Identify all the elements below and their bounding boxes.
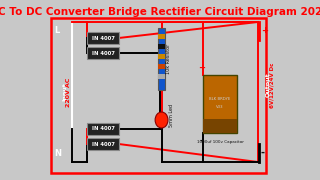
Text: 6V/12V/24V Dc: 6V/12V/24V Dc bbox=[270, 62, 275, 108]
Bar bbox=[203, 119, 237, 133]
Bar bbox=[51, 18, 267, 173]
Text: V33: V33 bbox=[216, 105, 224, 109]
Text: L: L bbox=[55, 26, 60, 35]
Text: 10k Resistor: 10k Resistor bbox=[166, 44, 171, 74]
Bar bbox=[158, 54, 165, 59]
Text: Output: Output bbox=[265, 73, 270, 97]
Text: 1000uf 100v Capacitor: 1000uf 100v Capacitor bbox=[196, 140, 244, 144]
Bar bbox=[158, 28, 165, 90]
Text: 220V AC: 220V AC bbox=[66, 77, 70, 107]
Bar bbox=[158, 44, 165, 49]
Text: +: + bbox=[198, 63, 205, 72]
Text: +: + bbox=[261, 26, 268, 35]
Text: -: - bbox=[261, 148, 265, 158]
Bar bbox=[158, 34, 165, 39]
Text: AC To DC Converter Bridge Rectifier Circuit Diagram 2024: AC To DC Converter Bridge Rectifier Circ… bbox=[0, 7, 320, 17]
Text: IN 4007: IN 4007 bbox=[92, 127, 115, 132]
Text: 5mm Led: 5mm Led bbox=[169, 103, 174, 127]
Bar bbox=[87, 47, 119, 59]
Ellipse shape bbox=[155, 112, 168, 128]
Bar bbox=[87, 138, 119, 150]
Bar bbox=[203, 75, 237, 133]
Text: IN 4007: IN 4007 bbox=[92, 51, 115, 55]
Text: Input: Input bbox=[62, 83, 67, 101]
Bar bbox=[158, 74, 165, 79]
Bar bbox=[87, 32, 119, 44]
Text: -: - bbox=[199, 136, 204, 146]
Text: N: N bbox=[54, 150, 61, 159]
Bar bbox=[158, 64, 165, 69]
Text: IN 4007: IN 4007 bbox=[92, 141, 115, 147]
Bar bbox=[87, 123, 119, 135]
Text: BLK BRDYE: BLK BRDYE bbox=[209, 97, 231, 101]
Text: IN 4007: IN 4007 bbox=[92, 35, 115, 40]
